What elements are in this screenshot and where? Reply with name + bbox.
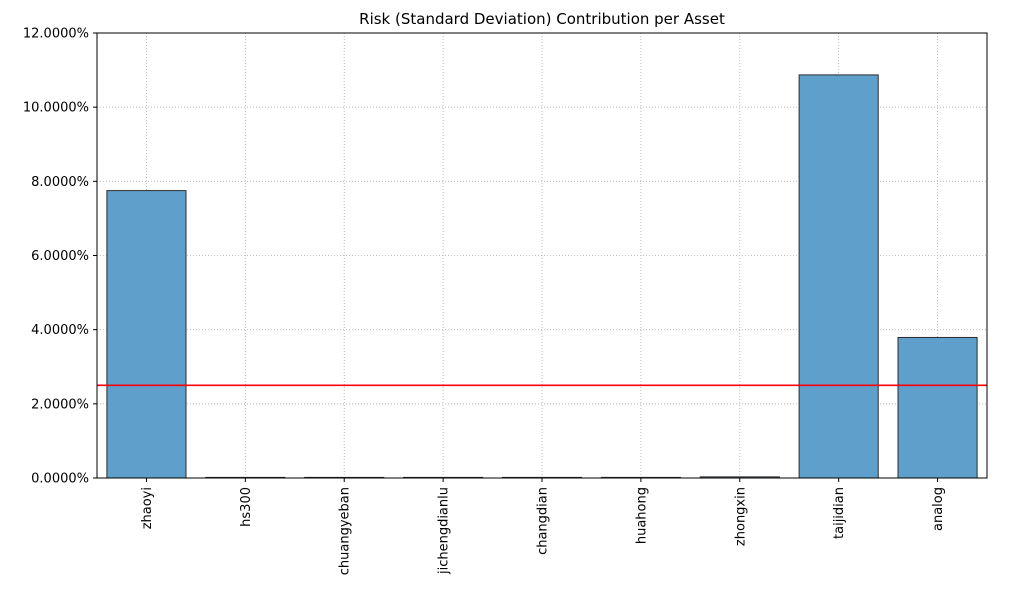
y-axis: 0.0000% 2.0000% 4.0000% 6.0000% 8.0000% 10.00… [23, 27, 97, 487]
y-tick-label-4: 8.0000% [31, 175, 89, 190]
x-tick-label-5: huahong [634, 487, 649, 544]
x-tick-label-2: chuangyeban [338, 487, 353, 575]
y-tick-label-5: 10.0000% [23, 101, 89, 116]
bar-analog [897, 336, 978, 479]
bars [106, 74, 978, 479]
x-tick-label-3: jichengdianlu [437, 487, 452, 575]
y-tick-label-6: 12.0000% [23, 27, 89, 42]
x-tick-label-8: analog [931, 487, 946, 531]
x-tick-label-6: zhongxin [733, 487, 748, 546]
y-tick-label-1: 2.0000% [31, 397, 89, 412]
bar-zhaoyi [106, 190, 187, 479]
y-tick-label-0: 0.0000% [31, 472, 89, 487]
chart-title: Risk (Standard Deviation) Contribution p… [359, 10, 725, 28]
x-tick-label-1: hs300 [239, 487, 254, 527]
x-tick-label-7: taijidian [832, 487, 847, 539]
y-tick-label-3: 6.0000% [31, 249, 89, 264]
x-tick-label-4: changdian [536, 487, 551, 555]
x-tick-label-0: zhaoyi [140, 487, 155, 529]
bar-taijidian [798, 74, 879, 479]
x-axis: zhaoyi hs300 chuangyeban jichengdianlu chang… [140, 478, 946, 575]
y-tick-label-2: 4.0000% [31, 323, 89, 338]
